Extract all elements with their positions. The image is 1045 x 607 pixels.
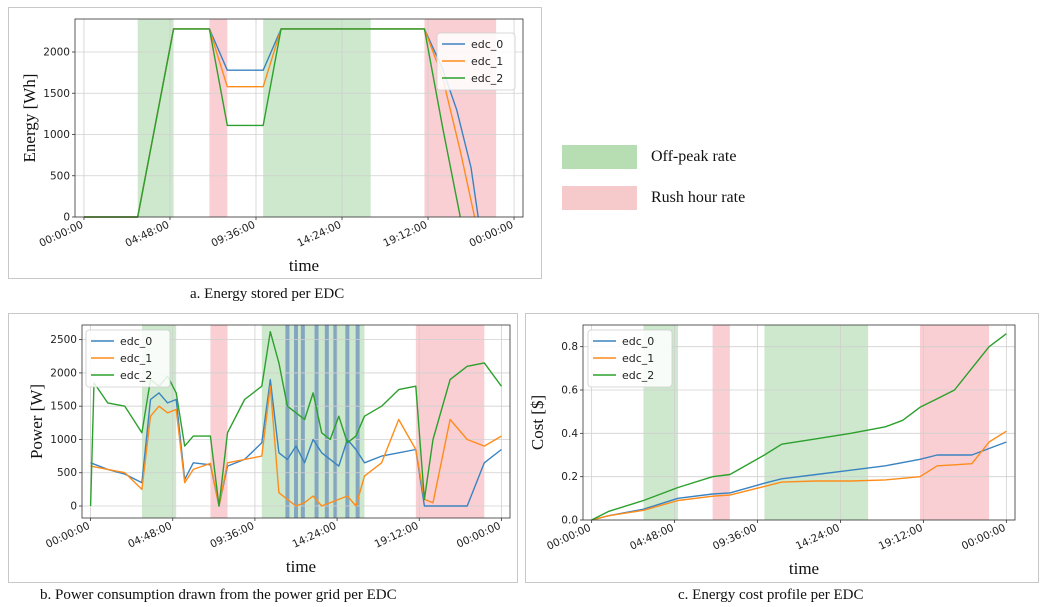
highlight-bar bbox=[333, 325, 338, 518]
legend-label-edc-1: edc_1 bbox=[471, 55, 503, 68]
series-line-edc-1 bbox=[90, 385, 502, 507]
y-tick-label: 1000 bbox=[50, 434, 77, 446]
y-axis-title: Cost [$] bbox=[528, 395, 547, 450]
caption-c: c. Energy cost profile per EDC bbox=[678, 587, 864, 603]
highlight-bar bbox=[314, 325, 319, 518]
legend-label-edc-1: edc_1 bbox=[622, 352, 654, 365]
series-line-edc-0 bbox=[591, 441, 1007, 521]
highlight-bar bbox=[324, 325, 329, 518]
y-tick-label: 1500 bbox=[50, 401, 77, 413]
y-tick-label: 0 bbox=[70, 501, 77, 513]
series-legend-box bbox=[587, 329, 673, 388]
y-axis-title: Energy [Wh] bbox=[20, 74, 39, 163]
highlight-bar bbox=[294, 325, 298, 518]
rush-legend-label: Rush hour rate bbox=[651, 189, 746, 206]
rush-band bbox=[919, 325, 990, 520]
legend-label-edc-2: edc_2 bbox=[471, 72, 503, 85]
offpeak-legend-swatch bbox=[562, 145, 637, 169]
x-tick-label: 00:00:00 bbox=[960, 522, 1008, 553]
y-tick-label: 0.8 bbox=[561, 341, 578, 353]
offpeak-band bbox=[764, 325, 869, 520]
y-tick-label: 1000 bbox=[43, 129, 70, 141]
y-tick-label: 2000 bbox=[43, 47, 70, 59]
x-tick-label: 09:36:00 bbox=[711, 522, 759, 553]
caption-b: b. Power consumption drawn from the powe… bbox=[40, 587, 397, 603]
x-tick-label: 19:12:00 bbox=[877, 522, 925, 553]
rush-band bbox=[209, 19, 228, 217]
rush-legend-swatch bbox=[562, 186, 637, 210]
series-line-edc-2 bbox=[84, 28, 461, 218]
y-tick-label: 500 bbox=[57, 467, 77, 479]
y-tick-label: 0.0 bbox=[561, 515, 578, 527]
offpeak-legend-label: Off-peak rate bbox=[651, 148, 737, 165]
y-tick-label: 1500 bbox=[43, 88, 70, 100]
legend-label-edc-0: edc_0 bbox=[471, 38, 503, 51]
legend-label-edc-2: edc_2 bbox=[622, 369, 654, 382]
legend-label-edc-2: edc_2 bbox=[120, 369, 152, 382]
x-axis-title: time bbox=[789, 559, 819, 578]
y-tick-label: 500 bbox=[50, 170, 70, 182]
caption-a: a. Energy stored per EDC bbox=[190, 286, 345, 302]
legend-label-edc-1: edc_1 bbox=[120, 352, 152, 365]
series-line-edc-2 bbox=[591, 333, 1007, 521]
plot-area-border bbox=[582, 324, 1016, 521]
highlight-bar bbox=[285, 325, 290, 518]
series-legend-box bbox=[436, 32, 516, 91]
x-axis-title: time bbox=[289, 256, 319, 275]
plot-area-border bbox=[74, 18, 524, 218]
highlight-bar bbox=[355, 325, 360, 518]
legend-label-edc-0: edc_0 bbox=[622, 335, 654, 348]
series-line-edc-1 bbox=[591, 430, 1007, 521]
y-tick-label: 0.6 bbox=[561, 385, 578, 397]
y-tick-label: 2500 bbox=[50, 334, 77, 346]
x-axis-title: time bbox=[286, 557, 316, 576]
highlight-bar bbox=[300, 325, 305, 518]
y-tick-label: 2000 bbox=[50, 367, 77, 379]
highlight-bar bbox=[345, 325, 350, 518]
legend-label-edc-0: edc_0 bbox=[120, 335, 152, 348]
y-axis-title: Power [W] bbox=[27, 384, 46, 459]
x-tick-label: 04:48:00 bbox=[628, 522, 676, 553]
x-tick-label: 14:24:00 bbox=[794, 522, 842, 553]
y-tick-label: 0 bbox=[63, 212, 70, 224]
series-legend-box bbox=[85, 329, 171, 388]
y-tick-label: 0.2 bbox=[561, 471, 578, 483]
rush-band bbox=[712, 325, 730, 520]
y-tick-label: 0.4 bbox=[561, 428, 578, 440]
plot-area-border bbox=[81, 324, 511, 519]
